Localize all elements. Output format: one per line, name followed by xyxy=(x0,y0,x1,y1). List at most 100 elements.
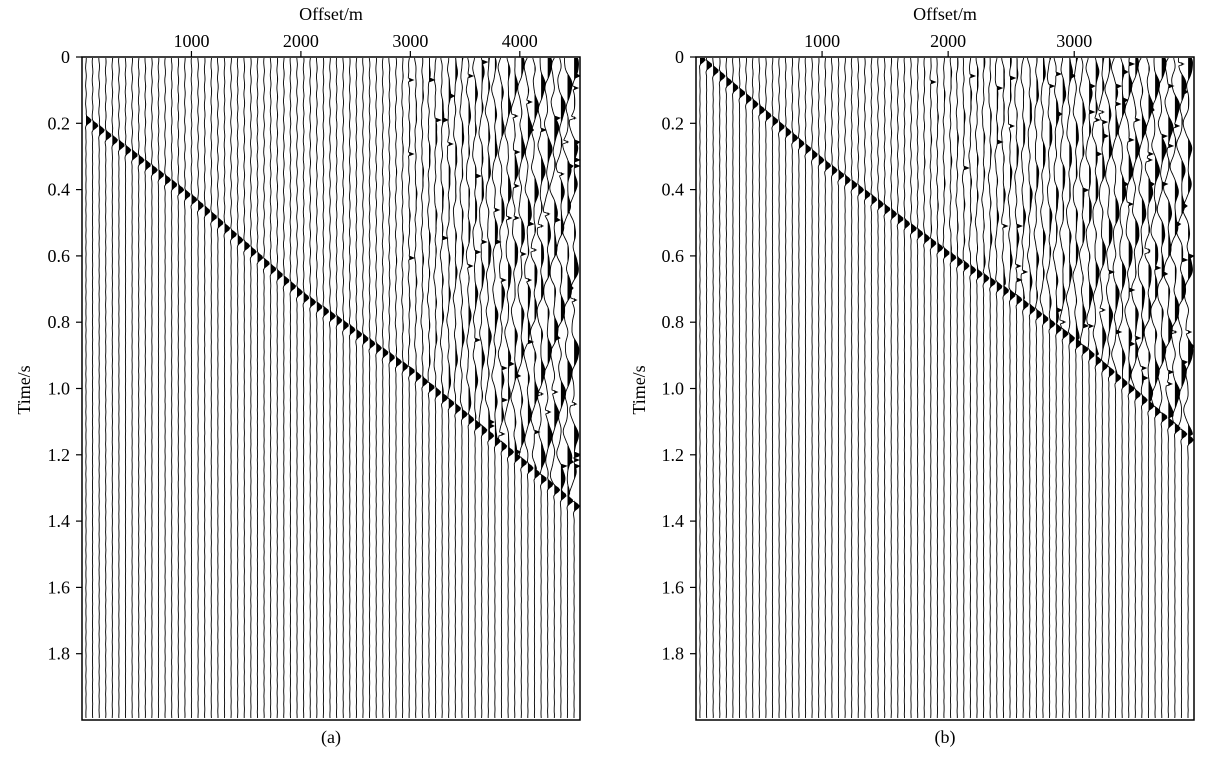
trace-fill xyxy=(911,58,917,718)
x-tick-label: 1000 xyxy=(173,31,209,51)
y-tick-label: 1.6 xyxy=(48,577,71,597)
trace-fill xyxy=(112,58,118,718)
panel-a: 1000 2000 3000 4000 0 0.2 0.4 0.6 0.8 1.0 1.2 1.4 1… xyxy=(14,4,581,748)
trace-fill xyxy=(165,58,171,718)
trace-fill xyxy=(277,58,283,718)
trace-fill xyxy=(343,58,349,718)
x-tick-label: 2000 xyxy=(283,31,319,51)
trace-wiggle xyxy=(1065,57,1076,719)
trace-wiggle xyxy=(309,57,317,719)
trace-wiggle xyxy=(543,57,554,718)
trace-wiggle xyxy=(798,57,805,719)
trace-wiggle xyxy=(131,57,138,718)
trace-wiggle xyxy=(791,57,799,718)
trace-wiggle xyxy=(1117,57,1129,718)
trace-wiggle xyxy=(1156,57,1169,718)
trace-wiggle xyxy=(465,57,475,718)
x-axis-ticks: 1000 2000 3000 4000 xyxy=(173,31,538,57)
trace-wiggle xyxy=(256,57,264,719)
trace-fill xyxy=(264,58,270,718)
trace-wiggle xyxy=(1014,57,1024,718)
trace-wiggle xyxy=(850,57,858,718)
trace-fill xyxy=(554,58,560,718)
trace-fill xyxy=(1168,58,1174,718)
trace-fill xyxy=(429,58,435,718)
y-tick-label: 1.4 xyxy=(662,511,685,531)
trace-wiggle xyxy=(329,58,336,719)
y-tick-label: 0.6 xyxy=(662,246,685,266)
trace-wiggle xyxy=(765,57,772,719)
trace-wiggle xyxy=(712,57,719,719)
trace-wiggle xyxy=(446,58,456,719)
trace-fill xyxy=(376,58,382,718)
trace-wiggle xyxy=(216,57,224,718)
trace-wiggle xyxy=(568,57,581,718)
trace-fill xyxy=(461,58,468,718)
trace-fill xyxy=(217,58,223,718)
y-tick-label: 0.4 xyxy=(48,180,71,200)
trace-wiggle xyxy=(1169,57,1182,719)
trace-fill xyxy=(1128,58,1135,718)
trace-fill xyxy=(957,58,963,718)
trace-fill xyxy=(897,58,903,718)
trace-fill xyxy=(996,58,1003,718)
trace-wiggle xyxy=(117,57,125,719)
trace-wiggle xyxy=(1059,57,1069,719)
trace-wiggle xyxy=(936,57,944,718)
trace-wiggle xyxy=(497,57,509,719)
trace-wiggle xyxy=(732,57,739,719)
trace-wiggle xyxy=(1143,57,1155,719)
trace-fill xyxy=(930,58,936,718)
trace-wiggle xyxy=(484,57,495,718)
trace-wiggle xyxy=(831,57,838,718)
trace-fill xyxy=(917,58,923,718)
trace-fill xyxy=(937,58,943,718)
trace-fill xyxy=(1181,58,1188,718)
trace-wiggle xyxy=(375,57,382,719)
trace-fill xyxy=(812,58,818,718)
trace-wiggle xyxy=(536,58,548,719)
trace-wiggle xyxy=(1039,57,1049,719)
plot-frame xyxy=(81,56,581,721)
trace-wiggle xyxy=(236,57,244,718)
trace-fill xyxy=(151,58,158,718)
trace-wiggle xyxy=(857,57,865,718)
trace-fill xyxy=(851,58,857,718)
trace-wiggle xyxy=(804,57,811,719)
trace-fill xyxy=(283,58,289,718)
trace-wiggle xyxy=(837,57,845,719)
trace-wiggle xyxy=(1027,57,1036,719)
trace-wiggle xyxy=(961,57,970,719)
trace-group xyxy=(699,57,1195,719)
trace-fill xyxy=(501,58,507,718)
trace-fill xyxy=(204,58,210,718)
trace-wiggle xyxy=(1007,57,1017,719)
trace-wiggle xyxy=(1098,57,1109,718)
trace-fill xyxy=(1029,58,1035,718)
trace-wiggle xyxy=(504,57,515,718)
panel-caption: (a) xyxy=(321,727,341,748)
trace-fill xyxy=(838,58,844,718)
trace-wiggle xyxy=(738,57,746,719)
trace-wiggle xyxy=(824,57,832,719)
trace-fill xyxy=(1023,58,1029,718)
trace-wiggle xyxy=(401,57,409,718)
trace-fill xyxy=(785,58,791,718)
trace-wiggle xyxy=(170,58,178,719)
trace-fill xyxy=(726,58,732,718)
trace-wiggle xyxy=(771,58,778,718)
trace-wiggle xyxy=(923,57,931,719)
trace-fill xyxy=(983,58,989,718)
y-tick-label: 1.4 xyxy=(48,511,71,531)
trace-fill xyxy=(382,58,388,718)
trace-fill xyxy=(237,58,243,718)
trace-fill xyxy=(323,58,329,718)
trace-fill xyxy=(1069,58,1075,718)
trace-fill xyxy=(1016,58,1022,718)
trace-wiggle xyxy=(929,58,937,719)
panel-b: 1000 2000 3000 0 0.2 0.4 0.6 0.8 1.0 1.2 1.4 1.6 1.… xyxy=(629,4,1195,748)
trace-wiggle xyxy=(315,58,323,719)
trace-fill xyxy=(891,58,897,718)
trace-wiggle xyxy=(433,57,442,719)
trace-wiggle xyxy=(562,57,574,718)
